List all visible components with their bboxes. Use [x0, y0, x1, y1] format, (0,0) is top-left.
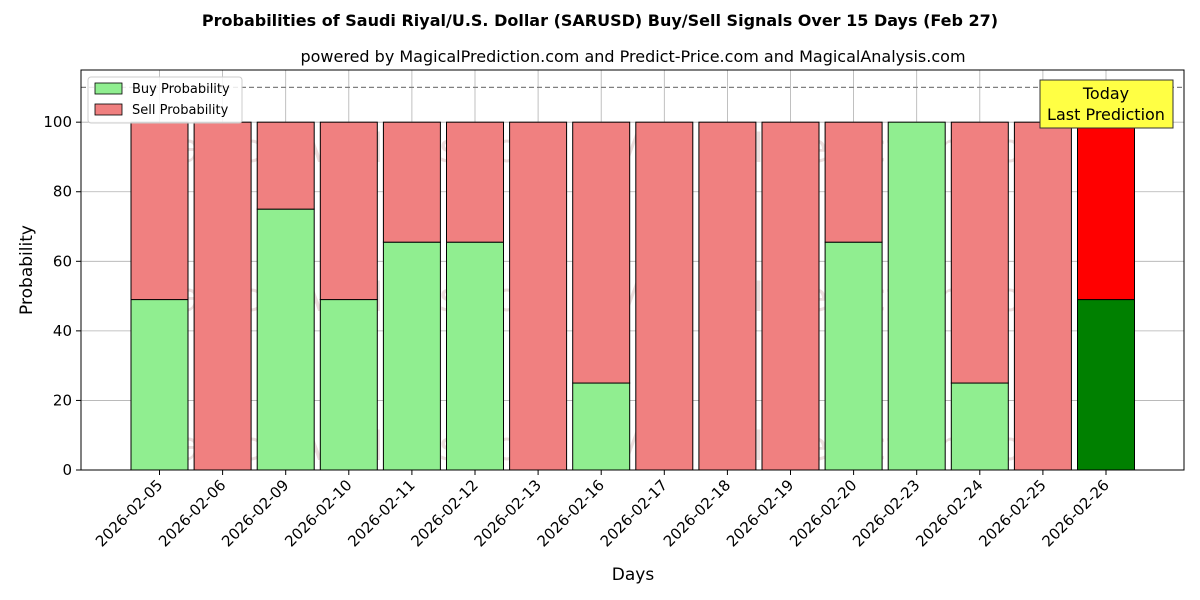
x-axis: 2026-02-052026-02-062026-02-092026-02-10…: [92, 470, 1113, 550]
bar-buy-2026-02-05: [130, 299, 189, 471]
bar-sell-2026-02-17: [635, 121, 694, 471]
legend: Buy Probability Sell Probability: [87, 76, 243, 124]
y-tick-label: 100: [43, 113, 72, 131]
bar-sell-2026-02-10: [319, 121, 378, 301]
bar-sell-2026-02-26: [1077, 121, 1135, 301]
x-tick-label: 2026-02-25: [975, 476, 1049, 550]
bar-buy-2026-02-26: [1077, 299, 1135, 471]
bar-sell-2026-02-24: [950, 121, 1009, 384]
x-tick-label: 2026-02-18: [660, 476, 734, 550]
y-tick-label: 80: [53, 183, 72, 201]
x-tick-label: 2026-02-05: [92, 476, 166, 550]
x-axis-label: Days: [612, 565, 655, 585]
bar-buy-2026-02-20: [824, 241, 883, 471]
x-tick-label: 2026-02-19: [723, 476, 797, 550]
legend-box: [87, 76, 243, 124]
x-tick-label: 2026-02-11: [344, 476, 418, 550]
x-tick-label: 2026-02-20: [786, 476, 860, 550]
bar-sell-2026-02-19: [761, 121, 820, 471]
x-tick-label: 2026-02-10: [281, 476, 355, 550]
bar-buy-2026-02-09: [256, 208, 315, 471]
x-tick-label: 2026-02-16: [534, 476, 608, 550]
legend-swatch-buy: [94, 82, 123, 95]
annotation-box: [1039, 79, 1174, 129]
legend-label-sell: Sell Probability: [132, 103, 229, 118]
y-tick-label: 20: [53, 391, 72, 409]
annotation-line-1: Today: [1082, 84, 1129, 103]
bar-sell-2026-02-18: [698, 121, 757, 471]
x-tick-label: 2026-02-17: [597, 476, 671, 550]
bar-buy-2026-02-11: [382, 241, 441, 471]
bar-sell-2026-02-06: [193, 121, 252, 471]
bar-sell-2026-02-09: [256, 121, 315, 210]
bars-layer: [130, 121, 1135, 471]
legend-swatch-sell: [94, 103, 123, 116]
y-axis: 0 20 40 60 80 100: [43, 113, 81, 479]
bar-buy-2026-02-16: [572, 382, 631, 471]
bar-buy-2026-02-23: [887, 121, 946, 471]
y-axis-label: Probability: [17, 225, 37, 315]
bar-sell-2026-02-11: [382, 121, 441, 243]
x-tick-label: 2026-02-24: [912, 476, 986, 550]
bar-sell-2026-02-12: [446, 121, 504, 243]
x-tick-label: 2026-02-09: [218, 476, 292, 550]
annotation-line-2: Last Prediction: [1047, 105, 1165, 124]
bar-sell-2026-02-16: [572, 121, 631, 384]
plot-frame: [80, 69, 1185, 471]
x-tick-label: 2026-02-13: [471, 476, 545, 550]
y-tick-label: 60: [53, 252, 72, 270]
bar-buy-2026-02-10: [319, 299, 378, 471]
y-tick-label: 40: [53, 322, 72, 340]
bar-sell-2026-02-25: [1013, 121, 1072, 471]
y-tick-label: 0: [62, 461, 72, 479]
bar-sell-2026-02-20: [824, 121, 883, 243]
bar-sell-2026-02-13: [509, 121, 568, 471]
chart-subtitle: powered by MagicalPrediction.com and Pre…: [300, 47, 965, 66]
x-tick-label: 2026-02-26: [1038, 476, 1112, 550]
legend-label-buy: Buy Probability: [132, 82, 230, 97]
bar-buy-2026-02-24: [950, 382, 1009, 471]
bar-sell-2026-02-05: [130, 121, 189, 301]
today-annotation: Today Last Prediction: [1039, 79, 1174, 129]
x-tick-label: 2026-02-23: [849, 476, 923, 550]
x-tick-label: 2026-02-06: [155, 476, 229, 550]
bar-buy-2026-02-12: [446, 241, 504, 471]
x-tick-label: 2026-02-12: [407, 476, 481, 550]
chart-title: Probabilities of Saudi Riyal/U.S. Dollar…: [202, 11, 998, 30]
